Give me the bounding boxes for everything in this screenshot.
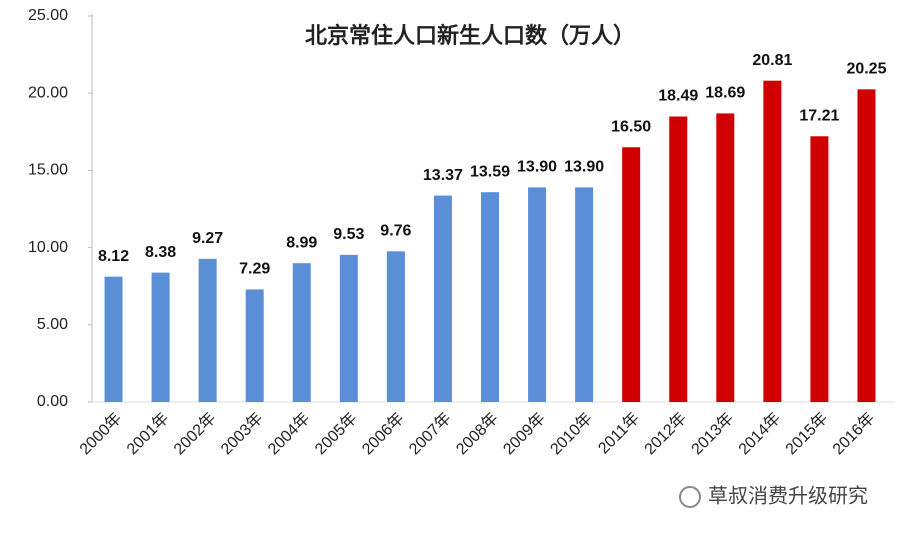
y-tick-label: 10.00: [28, 239, 68, 256]
bar: [198, 258, 217, 402]
chart-title: 北京常住人口新生人口数（万人）: [305, 23, 635, 48]
value-label: 20.81: [752, 52, 792, 69]
bar: [810, 136, 829, 403]
value-label: 20.25: [846, 61, 886, 78]
value-label: 18.49: [658, 88, 698, 105]
value-label: 16.50: [611, 118, 651, 135]
bar: [716, 113, 735, 403]
value-label: 9.27: [192, 230, 223, 247]
bar: [622, 147, 641, 402]
value-label: 8.38: [145, 244, 176, 261]
watermark: 草叔消费升级研究: [679, 484, 868, 508]
y-tick-label: 0.00: [37, 393, 68, 410]
bar: [151, 272, 170, 402]
bar: [386, 251, 405, 402]
value-label: 8.12: [98, 248, 129, 265]
bar: [433, 195, 452, 402]
bar: [669, 116, 688, 402]
y-tick-label: 15.00: [28, 162, 68, 179]
bar: [339, 254, 358, 402]
bar: [292, 263, 311, 402]
value-label: 7.29: [239, 261, 270, 278]
bar: [104, 276, 123, 402]
watermark-text: 草叔消费升级研究: [708, 484, 868, 507]
value-label: 17.21: [799, 107, 839, 124]
bar: [857, 89, 876, 402]
value-label: 13.90: [517, 159, 557, 176]
y-tick-label: 20.00: [28, 84, 68, 101]
value-label: 13.59: [470, 163, 510, 180]
value-label: 18.69: [705, 85, 745, 102]
value-label: 8.99: [286, 234, 317, 251]
bar: [481, 192, 499, 402]
watermark-icon: [679, 486, 701, 508]
value-label: 9.53: [333, 226, 364, 243]
bar: [763, 80, 782, 402]
value-label: 13.37: [423, 167, 463, 184]
y-tick-label: 5.00: [37, 316, 68, 333]
bar: [245, 289, 264, 402]
bar: [575, 187, 594, 402]
bar: [528, 187, 547, 402]
value-label: 9.76: [380, 223, 411, 240]
y-tick-label: 25.00: [28, 7, 68, 24]
value-label: 13.90: [564, 159, 604, 176]
